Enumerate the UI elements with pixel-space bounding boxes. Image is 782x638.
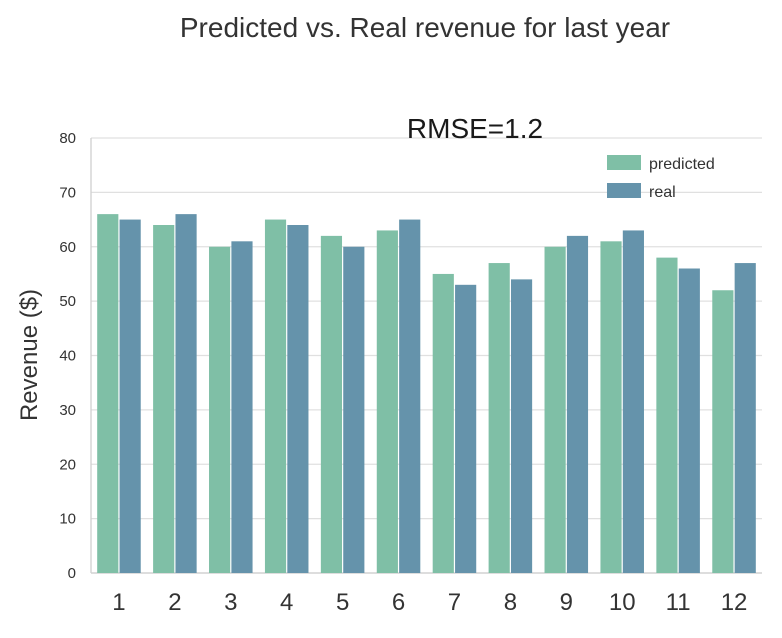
bar-predicted-7: [432, 273, 454, 573]
bar-real-6: [399, 219, 421, 573]
y-tick-label: 50: [59, 293, 76, 310]
bar-real-10: [622, 230, 644, 573]
y-tick-label: 40: [59, 348, 76, 365]
x-tick-label: 12: [721, 589, 748, 616]
y-tick-labels: 0 10 20 30 40 50 60 70 80: [59, 130, 76, 582]
y-tick-label: 80: [59, 130, 76, 147]
bar-real-12: [734, 263, 756, 573]
legend: predicted real: [607, 155, 715, 201]
bar-real-2: [175, 214, 197, 573]
bar-real-7: [455, 284, 477, 573]
gridlines: [91, 137, 762, 520]
bar-real-5: [343, 246, 365, 573]
bar-predicted-2: [153, 225, 175, 573]
chart-title: Predicted vs. Real revenue for last year: [180, 12, 670, 43]
bar-real-9: [566, 235, 589, 573]
x-tick-label: 2: [168, 589, 181, 616]
y-tick-label: 0: [68, 565, 76, 582]
y-tick-label: 10: [59, 511, 76, 528]
bar-real-3: [231, 241, 253, 573]
bar-predicted-10: [600, 241, 622, 573]
y-axis-label: Revenue ($): [16, 289, 43, 421]
bar-predicted-5: [320, 235, 343, 573]
x-tick-label: 3: [224, 589, 237, 616]
legend-label-predicted: predicted: [649, 156, 715, 173]
bar-predicted-8: [488, 263, 510, 573]
y-tick-label: 70: [59, 184, 76, 201]
bar-real-11: [678, 268, 700, 573]
legend-swatch-real: [607, 183, 641, 198]
x-tick-label: 4: [280, 589, 293, 616]
bar-real-4: [287, 225, 309, 573]
x-tick-label: 5: [336, 589, 349, 616]
bar-predicted-9: [544, 246, 566, 573]
x-tick-label: 11: [666, 589, 691, 616]
y-tick-label: 20: [59, 456, 76, 473]
axes: [90, 138, 762, 574]
x-tick-label: 9: [560, 589, 573, 616]
bar-predicted-6: [376, 230, 398, 573]
bar-predicted-12: [712, 290, 734, 573]
x-tick-label: 7: [448, 589, 461, 616]
bar-predicted-3: [209, 246, 231, 573]
bar-predicted-1: [97, 214, 119, 573]
bar-real-8: [510, 279, 533, 573]
bars: [97, 214, 756, 573]
legend-label-real: real: [649, 184, 676, 201]
x-tick-label: 6: [392, 589, 405, 616]
x-tick-labels: 1 2 3 4 5 6 7 8 9 10 11 12: [112, 589, 747, 616]
bar-predicted-11: [656, 257, 678, 573]
y-tick-label: 60: [59, 239, 76, 256]
x-tick-label: 8: [504, 589, 517, 616]
x-tick-label: 10: [609, 589, 636, 616]
bar-predicted-4: [264, 219, 287, 573]
x-tick-label: 1: [112, 589, 125, 616]
legend-swatch-predicted: [607, 155, 641, 170]
rmse-annotation: RMSE=1.2: [407, 113, 543, 144]
bar-real-1: [119, 219, 141, 573]
y-tick-label: 30: [59, 402, 76, 419]
